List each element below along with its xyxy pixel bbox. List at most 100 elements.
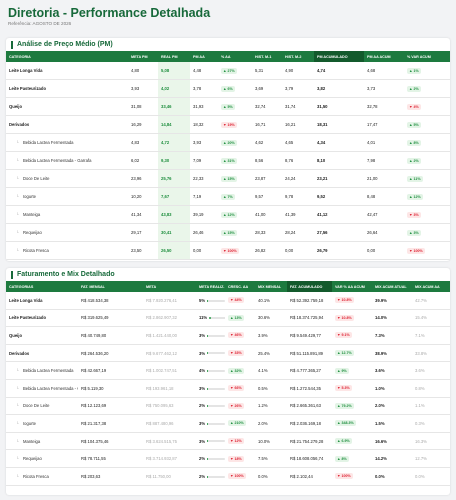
value-cell: 26,50 bbox=[158, 241, 190, 260]
value-cell: 27,56 bbox=[314, 223, 364, 242]
progress-fill bbox=[207, 440, 208, 443]
progress-fill bbox=[207, 387, 208, 390]
value-cell: 26,64 bbox=[364, 223, 404, 242]
realized-pct: 3% bbox=[199, 420, 206, 426]
column-header: PM AA bbox=[190, 51, 218, 62]
value-cell: R$ 2.862.907,32 bbox=[143, 309, 196, 328]
value-cell: ▲ 1% bbox=[404, 62, 450, 80]
value-cell: 40.1% bbox=[255, 292, 287, 310]
progress-fill bbox=[209, 317, 212, 320]
category-cell: Iogurte bbox=[6, 187, 128, 206]
value-cell: 41,34 bbox=[128, 205, 158, 224]
value-cell: ▲ 210% bbox=[225, 414, 255, 433]
value-cell: 11% bbox=[196, 309, 225, 328]
value-cell: 3% bbox=[196, 432, 225, 451]
value-cell: 16,29 bbox=[128, 115, 158, 134]
value-cell: 21,00 bbox=[364, 169, 404, 188]
change-badge: ▼ 10.8% bbox=[335, 314, 354, 321]
value-cell: 0.0% bbox=[255, 467, 287, 486]
change-badge: ▲ 210% bbox=[228, 420, 246, 427]
change-badge: ▲ 5% bbox=[221, 103, 235, 110]
progress-track bbox=[207, 352, 225, 355]
value-cell: ▼ 9.1% bbox=[332, 326, 372, 345]
category-row: Queijo R$ 40.749,80 R$ 1.421.440,00 3% ▼ 46%… bbox=[6, 326, 450, 345]
value-cell: R$ 42.667,19 bbox=[78, 361, 143, 380]
change-badge: ▲ 348.3% bbox=[335, 420, 356, 427]
category-cell: Bebida Lactea Fermentada bbox=[6, 361, 78, 380]
value-cell: 4,01 bbox=[364, 133, 404, 152]
value-cell: 18,32 bbox=[190, 115, 218, 134]
category-row: Leite Longa Vida 4,80 5,08 4,48 ▲ 27% 5,31 4,9… bbox=[6, 62, 450, 80]
column-header: FAT. MENSAL bbox=[78, 281, 143, 292]
value-cell: 8,56 bbox=[252, 151, 282, 170]
mix-table: CATEGORIAS FAT. MENSAL META META REALIZ. CRE… bbox=[6, 281, 450, 486]
progress-track bbox=[207, 458, 225, 461]
value-cell: ▲ 27% bbox=[218, 62, 252, 80]
value-cell: R$ 7.920.276,41 bbox=[143, 292, 196, 310]
value-cell: 18,31 bbox=[314, 115, 364, 134]
value-cell: 24,24 bbox=[282, 169, 314, 188]
change-badge: ▼ 3% bbox=[407, 211, 421, 218]
value-cell: ▼ 100% bbox=[225, 467, 255, 486]
value-cell: R$ 18.608.056,74 bbox=[287, 449, 332, 468]
change-badge: ▼ 10.8% bbox=[335, 297, 354, 304]
value-cell: 3,73 bbox=[364, 79, 404, 98]
change-badge: ▼ 18% bbox=[228, 455, 244, 462]
progress-track bbox=[207, 334, 225, 337]
value-cell: ▼ 100% bbox=[332, 467, 372, 486]
value-cell: 9,57 bbox=[252, 187, 282, 206]
category-cell: Bebida Lactea Fermentada - Garrafa bbox=[6, 151, 128, 170]
value-cell: 42.7% bbox=[412, 292, 450, 310]
realized-pct: 2% bbox=[199, 403, 206, 409]
value-cell: R$ 3.714.932,87 bbox=[143, 449, 196, 468]
value-cell: 12.7% bbox=[412, 449, 450, 468]
progress-fill bbox=[207, 334, 208, 337]
value-cell: R$ 1.002.747,51 bbox=[143, 361, 196, 380]
value-cell: ▼ 100% bbox=[404, 241, 450, 260]
change-badge: ▲ 11% bbox=[407, 175, 423, 182]
value-cell: 3,82 bbox=[314, 79, 364, 98]
value-cell: R$ 52.392.759,18 bbox=[287, 292, 332, 310]
value-cell: 3.9% bbox=[255, 326, 287, 345]
value-cell: 26,82 bbox=[252, 241, 282, 260]
value-cell: 41,39 bbox=[282, 205, 314, 224]
value-cell: ▼ 66% bbox=[225, 379, 255, 398]
change-badge: ▲ 20% bbox=[221, 139, 237, 146]
value-cell: ▼ 3% bbox=[404, 205, 450, 224]
value-cell: 33.8% bbox=[412, 344, 450, 363]
value-cell: 7.3% bbox=[372, 326, 412, 345]
value-cell: 32,74 bbox=[252, 97, 282, 116]
change-badge: ▲ 27% bbox=[221, 67, 237, 74]
value-cell: R$ 18.374.725,94 bbox=[287, 309, 332, 328]
value-cell: R$ 21.754.279,28 bbox=[287, 432, 332, 451]
value-cell: ▼ 4% bbox=[404, 97, 450, 116]
value-cell: ▲ 2% bbox=[404, 79, 450, 98]
column-header: META REALIZ. bbox=[196, 281, 225, 292]
value-cell: 31,93 bbox=[190, 97, 218, 116]
category-cell: Derivados bbox=[6, 344, 78, 363]
value-cell: ▲ 3% bbox=[404, 223, 450, 242]
value-cell: 3,93 bbox=[128, 79, 158, 98]
value-cell: R$ 2.036.169,18 bbox=[287, 414, 332, 433]
change-badge: ▲ 9% bbox=[335, 367, 349, 374]
value-cell: 4,48 bbox=[190, 62, 218, 80]
value-cell: R$ 5.119,30 bbox=[78, 379, 143, 398]
value-cell: 4% bbox=[196, 361, 225, 380]
value-cell: ▲ 20% bbox=[218, 133, 252, 152]
value-cell: 22,33 bbox=[190, 169, 218, 188]
value-cell: 17,47 bbox=[364, 115, 404, 134]
column-header: CATEGORIAS bbox=[6, 281, 78, 292]
value-cell: 26,46 bbox=[190, 223, 218, 242]
value-cell: R$ 2.665.361,63 bbox=[287, 397, 332, 416]
category-cell: Ricota Fresca bbox=[6, 241, 128, 260]
value-cell: 31,08 bbox=[128, 97, 158, 116]
progress-fill bbox=[207, 370, 208, 373]
value-cell: 2% bbox=[196, 397, 225, 416]
change-badge: ▼ 19% bbox=[221, 121, 237, 128]
value-cell: R$ 51.115.891,89 bbox=[287, 344, 332, 363]
value-cell: 14,84 bbox=[158, 115, 190, 134]
value-cell: 4,74 bbox=[314, 62, 364, 80]
value-cell: 1.1% bbox=[412, 397, 450, 416]
value-cell: ▲ 5% bbox=[404, 115, 450, 134]
